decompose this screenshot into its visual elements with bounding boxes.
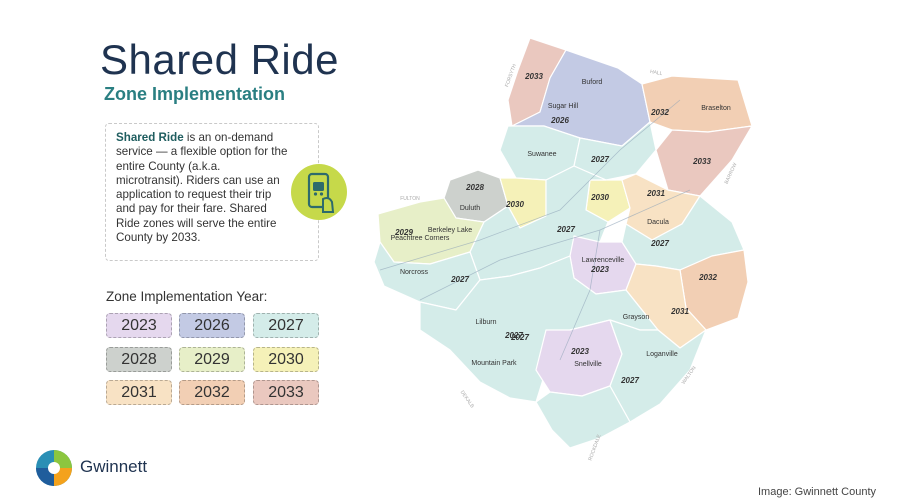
place-label: Peachtree Corners: [391, 235, 450, 242]
legend-chip-2026: 2026: [179, 313, 245, 338]
place-label: Buford: [582, 79, 603, 86]
phone-app-icon: [291, 164, 347, 220]
zone-year-label: 2031: [646, 189, 665, 198]
info-body: is an on-demand service — a flexible opt…: [116, 131, 288, 245]
info-text: Shared Ride is an on-demand service — a …: [116, 131, 288, 245]
zone-year-label: 2030: [505, 200, 524, 209]
zone-year-label: 2029: [394, 228, 413, 237]
place-label: Sugar Hill: [548, 103, 579, 110]
place-label: Duluth: [460, 205, 480, 212]
place-label: Suwanee: [527, 151, 556, 158]
zone-2023-snellville: [535, 319, 623, 397]
zone-year-label: 2031: [670, 307, 689, 316]
place-label: Dacula: [647, 219, 669, 226]
zone-year-label: 2030: [590, 193, 609, 202]
place-label: Grayson: [623, 314, 650, 321]
zone-year-label: 2033: [524, 72, 543, 81]
zone-year-label: 2027: [620, 376, 639, 385]
zone-2033-east: [655, 125, 753, 197]
place-label: Berkeley Lake: [428, 227, 472, 234]
info-box: Shared Ride is an on-demand service — a …: [105, 123, 319, 261]
zone-year-label: 2023: [570, 347, 589, 356]
legend-chip-2031: 2031: [106, 380, 172, 405]
gwinnett-logo: [36, 450, 72, 486]
legend-chip-2030: 2030: [253, 347, 319, 372]
border-county-label: DEKALB: [459, 390, 476, 410]
border-county-label: HALL: [649, 69, 663, 77]
image-credit: Image: Gwinnett County: [758, 486, 877, 498]
zone-year-label: 2027: [504, 331, 523, 340]
zone-2027-loganville: [609, 319, 707, 423]
legend-chip-2027: 2027: [253, 313, 319, 338]
place-label: Mountain Park: [471, 360, 517, 367]
place-label: Snellville: [574, 361, 602, 368]
zone-year-label: 2032: [650, 108, 669, 117]
legend-chip-2029: 2029: [179, 347, 245, 372]
legend-chip-2032: 2032: [179, 380, 245, 405]
zone-year-label: 2027: [510, 333, 529, 342]
place-label: Lawrenceville: [582, 257, 625, 264]
legend-chip-2033: 2033: [253, 380, 319, 405]
zone-2032-braselton: [641, 75, 753, 133]
zone-year-label: 2027: [450, 275, 469, 284]
county-zone-map: Buford Sugar Hill Braselton Suwanee Duluth Be…: [373, 37, 753, 462]
zone-year-label: 2023: [590, 265, 609, 274]
info-bold: Shared Ride: [116, 131, 184, 144]
zone-year-label: 2032: [698, 273, 717, 282]
page-subtitle: Zone Implementation: [104, 84, 286, 104]
zone-year-label: 2026: [550, 116, 569, 125]
place-label: Lilburn: [475, 319, 496, 326]
zone-2027-south: [535, 385, 631, 449]
zone-year-label: 2027: [650, 239, 669, 248]
brand-name: Gwinnett: [80, 457, 148, 476]
page-title: Shared Ride: [100, 36, 339, 83]
zone-year-label: 2028: [465, 183, 484, 192]
zone-year-label: 2027: [556, 225, 575, 234]
legend-chip-2028: 2028: [106, 347, 172, 372]
legend-chip-2023: 2023: [106, 313, 172, 338]
place-label: Braselton: [701, 105, 731, 112]
legend-title: Zone Implementation Year:: [106, 289, 268, 304]
zone-year-label: 2027: [590, 155, 609, 164]
zone-year-label: 2033: [692, 157, 711, 166]
border-county-label: FULTON: [400, 196, 420, 202]
place-label: Loganville: [646, 351, 678, 358]
place-label: Norcross: [400, 269, 429, 276]
